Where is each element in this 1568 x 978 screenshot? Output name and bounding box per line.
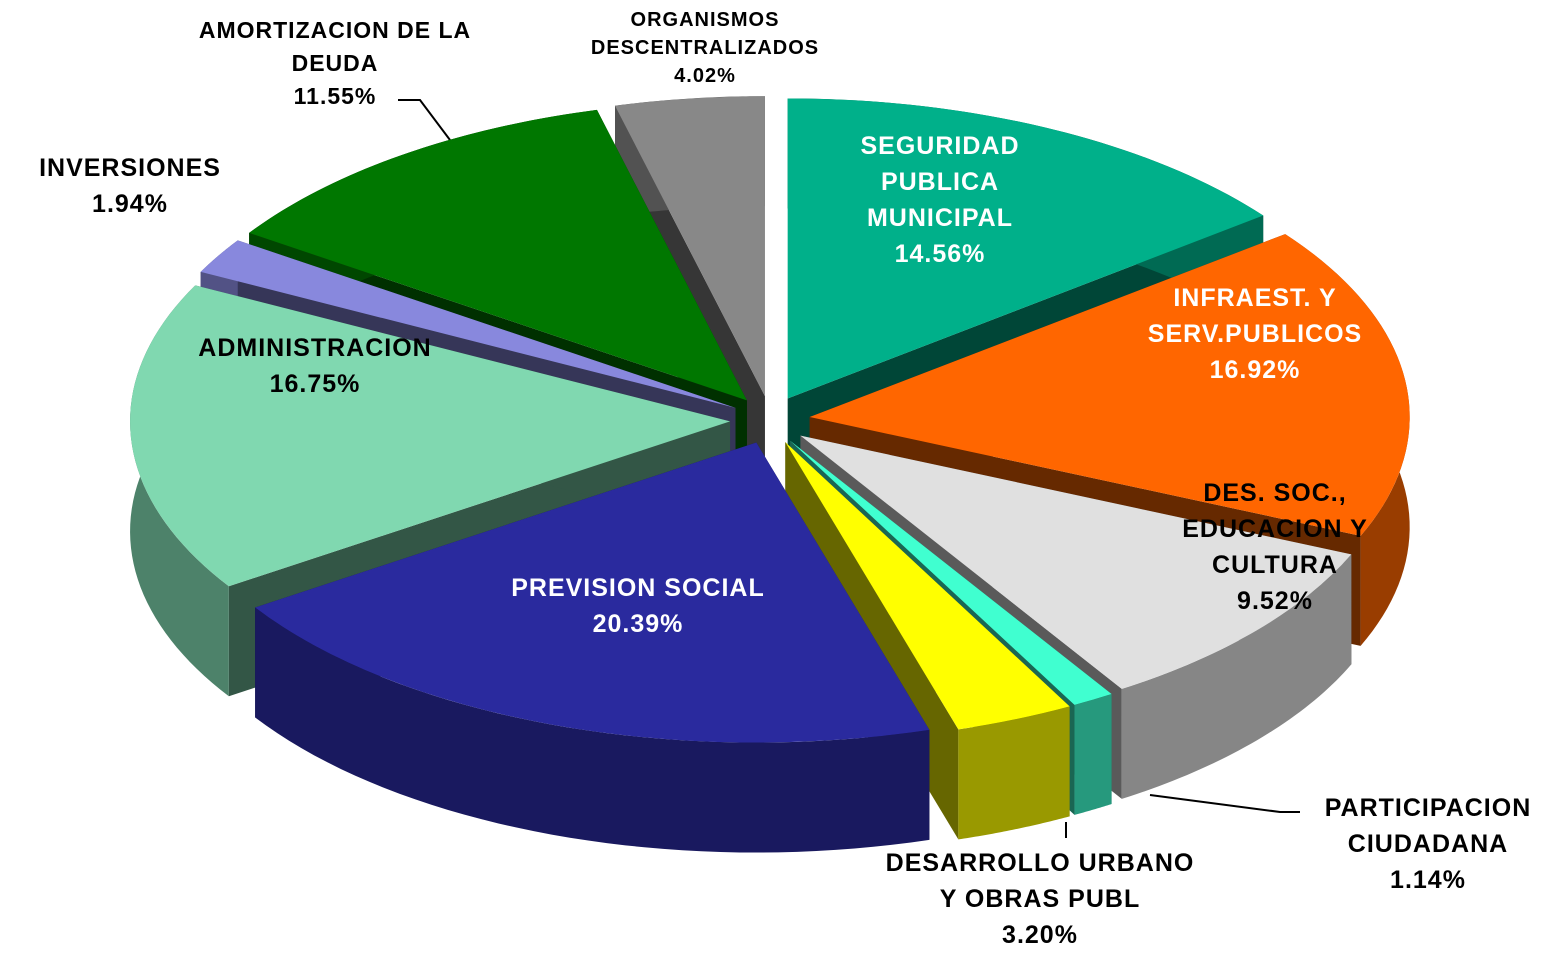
slice xyxy=(255,442,930,853)
slice-top xyxy=(249,109,747,401)
value-label: 4.02% xyxy=(674,65,736,87)
slice-label: PREVISION SOCIAL 20.39% xyxy=(508,570,768,642)
category-label: ORGANISMOS DESCENTRALIZADOS xyxy=(590,9,820,59)
category-label: AMORTIZACION DE LA DEUDA xyxy=(198,17,472,76)
category-label: SEGURIDAD PUBLICA MUNICIPAL xyxy=(860,132,1020,232)
slice-top xyxy=(615,96,765,397)
slice-top xyxy=(130,285,731,587)
slice-label: SEGURIDAD PUBLICA MUNICIPAL 14.56% xyxy=(820,128,1060,272)
slice-side xyxy=(255,607,930,853)
category-label: PARTICIPACION CIUDADANA xyxy=(1324,794,1532,858)
slice-top xyxy=(790,440,1112,705)
slice-top xyxy=(800,435,1352,689)
value-label: 9.52% xyxy=(1237,587,1313,615)
category-label: DES. SOC., EDUCACION Y CULTURA xyxy=(1182,479,1368,579)
category-label: DESARROLLO URBANO Y OBRAS PUBL xyxy=(885,849,1195,913)
value-label: 11.55% xyxy=(293,83,377,109)
slice-side xyxy=(1074,694,1112,815)
slice-label: ADMINISTRACION 16.75% xyxy=(135,330,495,402)
value-label: 1.14% xyxy=(1390,866,1466,894)
value-label: 16.92% xyxy=(1209,356,1301,384)
slice-top xyxy=(809,234,1410,536)
category-label: ADMINISTRACION xyxy=(198,334,432,362)
slice-label: ORGANISMOS DESCENTRALIZADOS 4.02% xyxy=(545,6,865,90)
slice-label: INFRAEST. Y SERV.PUBLICOS 16.92% xyxy=(1105,280,1405,388)
slice-label: DES. SOC., EDUCACION Y CULTURA 9.52% xyxy=(1140,475,1410,619)
slice-side xyxy=(1121,554,1352,799)
slice-top xyxy=(200,240,736,408)
category-label: INFRAEST. Y SERV.PUBLICOS xyxy=(1147,284,1363,348)
value-label: 16.75% xyxy=(269,370,361,398)
slice-label: AMORTIZACION DE LA DEUDA 11.55% xyxy=(170,14,500,113)
slice-label: PARTICIPACION CIUDADANA 1.14% xyxy=(1278,790,1568,898)
value-label: 14.56% xyxy=(894,240,986,268)
slice-side xyxy=(958,706,1070,840)
value-label: 20.39% xyxy=(592,610,684,638)
leader-line xyxy=(1149,794,1300,813)
category-label: PREVISION SOCIAL xyxy=(511,574,765,602)
slice-top xyxy=(785,442,1070,730)
slice-top xyxy=(787,98,1264,399)
leader-line xyxy=(398,99,451,141)
slice-top xyxy=(255,442,930,743)
slice-label: DESARROLLO URBANO Y OBRAS PUBL 3.20% xyxy=(880,845,1200,953)
value-label: 1.94% xyxy=(92,190,168,218)
slice-label: INVERSIONES 1.94% xyxy=(0,150,265,222)
value-label: 3.20% xyxy=(1002,921,1078,949)
category-label: INVERSIONES xyxy=(39,154,221,182)
